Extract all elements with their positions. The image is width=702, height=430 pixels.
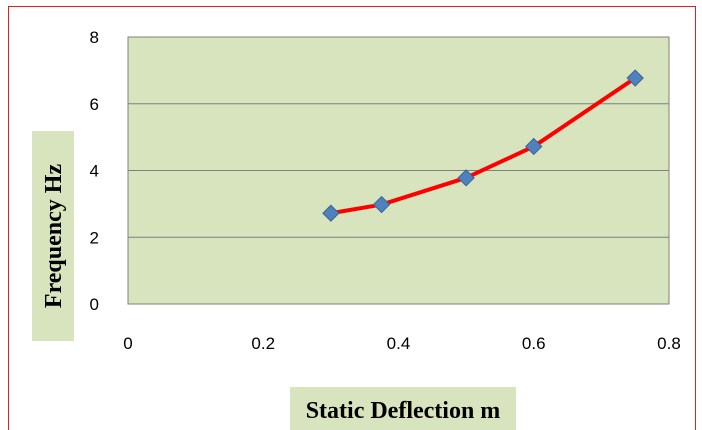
x-axis-title-box [290, 387, 516, 430]
y-axis-title: Frequency Hz [41, 164, 67, 309]
data-point-marker [372, 195, 391, 214]
data-point-marker [626, 69, 644, 87]
y-tick-label: 8 [90, 28, 99, 47]
x-tick-label: 0.8 [657, 334, 681, 353]
y-axis-title-box [32, 131, 74, 341]
x-tick-labels: 0 0.2 0.4 0.6 0.8 [123, 334, 681, 353]
x-tick-label: 0.6 [522, 334, 546, 353]
x-tick-label: 0 [123, 334, 132, 353]
data-point-marker [525, 137, 543, 156]
y-tick-label: 4 [90, 162, 99, 181]
y-tick-label: 2 [90, 228, 99, 247]
y-tick-label: 0 [90, 295, 99, 314]
data-point-marker [457, 169, 475, 187]
data-markers [322, 69, 644, 222]
y-tick-labels: 0 2 4 6 8 [90, 28, 99, 314]
gridlines [128, 36, 669, 305]
x-axis-title: Static Deflection m [306, 398, 501, 424]
data-point-marker [322, 204, 340, 222]
x-tick-label: 0.4 [387, 334, 411, 353]
y-tick-label: 6 [90, 95, 99, 114]
x-tick-label: 0.2 [251, 334, 275, 353]
